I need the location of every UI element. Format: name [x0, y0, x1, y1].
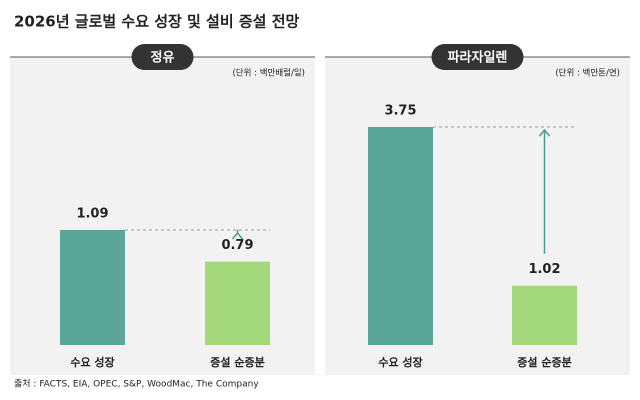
bar [368, 127, 433, 345]
panel-pill [131, 44, 194, 70]
value-label: 0.79 [221, 238, 253, 253]
value-label: 1.09 [76, 207, 108, 222]
bar [512, 285, 577, 345]
value-label: 1.02 [528, 262, 560, 277]
page-title: 2026년 글로벌 수요 성장 및 설비 증설 전망 [14, 13, 300, 31]
unit-label: (단위 : 백만배럴/일) [232, 68, 305, 79]
x-tick-label: 증설 순증분 [210, 355, 264, 369]
panel-title: 파라자일렌 [448, 50, 508, 66]
x-tick-label: 증설 순증분 [517, 355, 571, 369]
source: 출처 : FACTS, EIA, OPEC, S&P, WoodMac, The… [14, 378, 259, 390]
unit-label: (단위 : 백만톤/연) [555, 68, 620, 79]
bar [205, 261, 270, 345]
gap-arrow-head [231, 231, 244, 240]
x-tick-label: 수요 성장 [70, 355, 114, 369]
x-tick-label: 수요 성장 [378, 355, 422, 369]
panel-title: 정유 [151, 50, 175, 66]
gap-arrow-head [538, 128, 551, 137]
bar [60, 230, 125, 345]
panel-pill [431, 44, 524, 70]
value-label: 3.75 [384, 104, 416, 119]
